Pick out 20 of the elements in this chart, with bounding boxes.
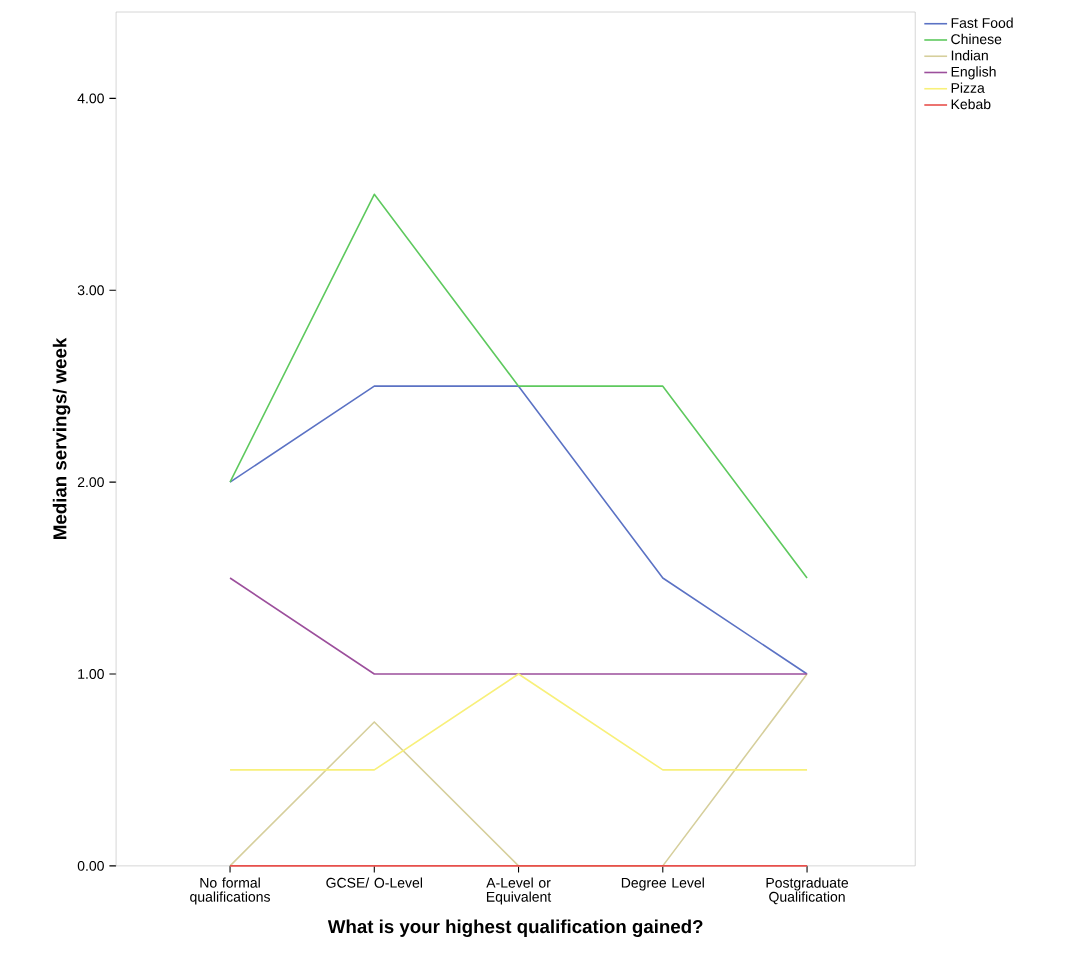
x-tick-label: A-Level or Equivalent [486, 877, 552, 905]
legend-label: Chinese [951, 33, 1002, 45]
legend-label: Kebab [951, 98, 991, 110]
legend-label: Indian [951, 49, 988, 61]
line-series [229, 385, 808, 675]
y-tick-label: 2.00 [77, 477, 104, 487]
x-tick-label: GCSE/ O-Level [326, 877, 423, 888]
legend-label: Fast Food [951, 17, 1013, 28]
x-tick-label: No formal qualifications [190, 877, 270, 905]
legend-label: Pizza [951, 82, 985, 93]
y-tick-label: 1.00 [78, 668, 104, 679]
y-axis-title: Median servings/ week [52, 337, 71, 539]
x-tick-label: Degree Level [621, 877, 704, 891]
x-tick-label: Postgraduate Qualification [766, 877, 849, 905]
y-tick-label: 4.00 [77, 93, 104, 104]
legend-label: English [951, 66, 996, 80]
y-tick-label: 3.00 [77, 285, 104, 296]
y-tick-label: 0.00 [77, 860, 104, 871]
x-axis-title: What is your highest qualification gained? [327, 919, 703, 937]
line-series [229, 193, 808, 579]
